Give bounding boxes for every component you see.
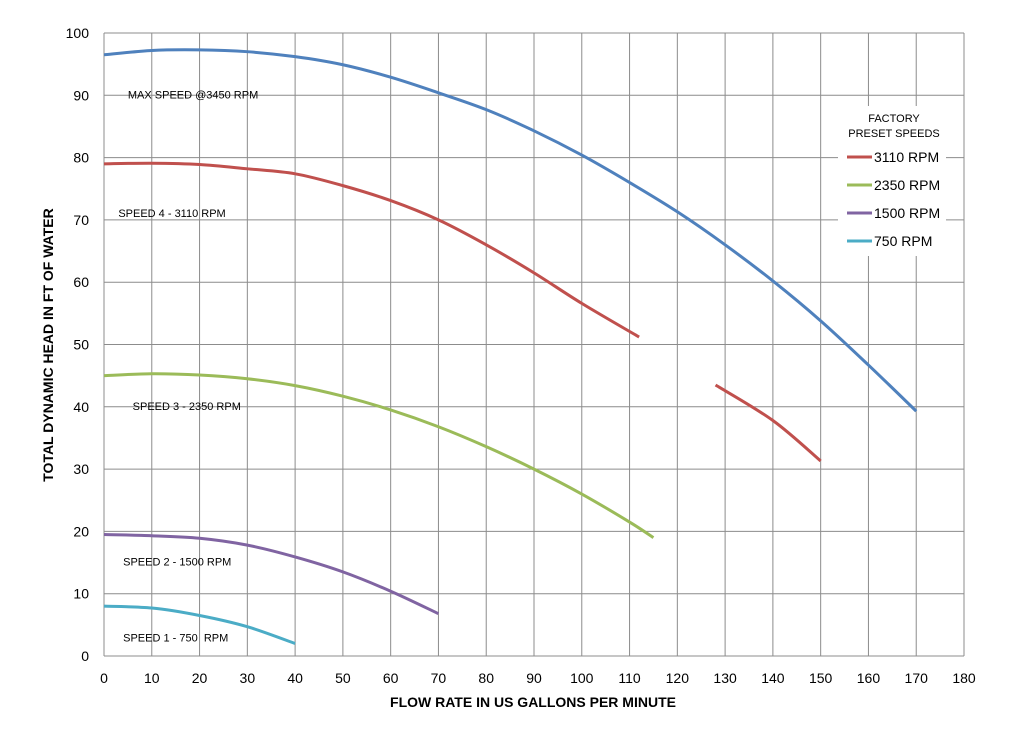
legend-label-3110-rpm: 3110 RPM [874,149,939,165]
x-tick-label: 40 [287,670,303,686]
y-tick-label: 10 [73,586,89,602]
series-line-speed-4-3110-rpm-part-1 [103,161,640,339]
curve-labels: MAX SPEED @3450 RPM SPEED 4 - 3110 RPM SPE… [118,89,258,644]
series-line-speed-4-3110-rpm-part-2 [714,383,822,463]
x-tick-label: 120 [666,670,690,686]
x-tick-label: 90 [526,670,542,686]
legend-title-line-2: PRESET SPEEDS [848,128,940,140]
y-tick-label: 60 [73,274,89,290]
x-tick-label: 20 [192,670,208,686]
series-line-max-speed-3450-rpm [103,48,918,413]
y-tick-label: 40 [73,399,89,415]
series-line-speed-2-1500-rpm [103,533,440,615]
series-curves [103,48,918,645]
y-tick-label: 0 [81,648,89,664]
curve-label: SPEED 2 - 1500 RPM [123,557,231,569]
curve-label: MAX SPEED @3450 RPM [128,89,258,101]
x-axis-ticks: 0 10 20 30 40 50 60 70 80 90 100 110 120 130 140 150 160… [100,670,976,686]
curve-label: SPEED 1 - 750 RPM [123,633,228,645]
x-tick-label: 80 [478,670,494,686]
y-tick-label: 70 [73,212,89,228]
y-axis-title: TOTAL DYNAMIC HEAD IN FT OF WATER [40,208,56,482]
series-line-speed-3-2350-rpm [103,372,655,539]
x-tick-label: 100 [570,670,594,686]
x-tick-label: 50 [335,670,351,686]
legend-title-line-1: FACTORY [868,113,920,125]
x-tick-label: 10 [144,670,160,686]
legend-entries: 3110 RPM 2350 RPM 1500 RPM 750 RPM [847,149,940,249]
series-line-speed-1-750-rpm [103,604,296,645]
y-tick-label: 50 [73,337,89,353]
x-tick-label: 140 [761,670,785,686]
x-tick-label: 30 [240,670,256,686]
x-tick-label: 130 [713,670,737,686]
y-tick-label: 30 [73,461,89,477]
legend: FACTORY PRESET SPEEDS 3110 RPM 2350 RPM 15… [838,106,946,256]
y-tick-label: 100 [66,25,90,41]
legend-background [838,106,946,256]
y-tick-label: 90 [73,87,89,103]
grid [103,32,965,657]
x-tick-label: 170 [905,670,929,686]
y-axis-ticks: 0 10 20 30 40 50 60 70 80 90 100 [66,25,90,664]
y-tick-label: 20 [73,523,89,539]
legend-label-1500-rpm: 1500 RPM [874,205,940,221]
x-tick-label: 0 [100,670,108,686]
y-tick-label: 80 [73,150,89,166]
legend-label-750-rpm: 750 RPM [874,233,932,249]
legend-label-2350-rpm: 2350 RPM [874,177,940,193]
curve-label: SPEED 4 - 3110 RPM [118,208,225,220]
x-tick-label: 150 [809,670,833,686]
x-tick-label: 60 [383,670,399,686]
x-axis-title: FLOW RATE IN US GALLONS PER MINUTE [390,694,676,710]
curve-label: SPEED 3 - 2350 RPM [133,401,241,413]
x-tick-label: 70 [431,670,447,686]
x-tick-label: 160 [857,670,881,686]
x-tick-label: 110 [618,670,641,686]
x-tick-label: 180 [952,670,976,686]
